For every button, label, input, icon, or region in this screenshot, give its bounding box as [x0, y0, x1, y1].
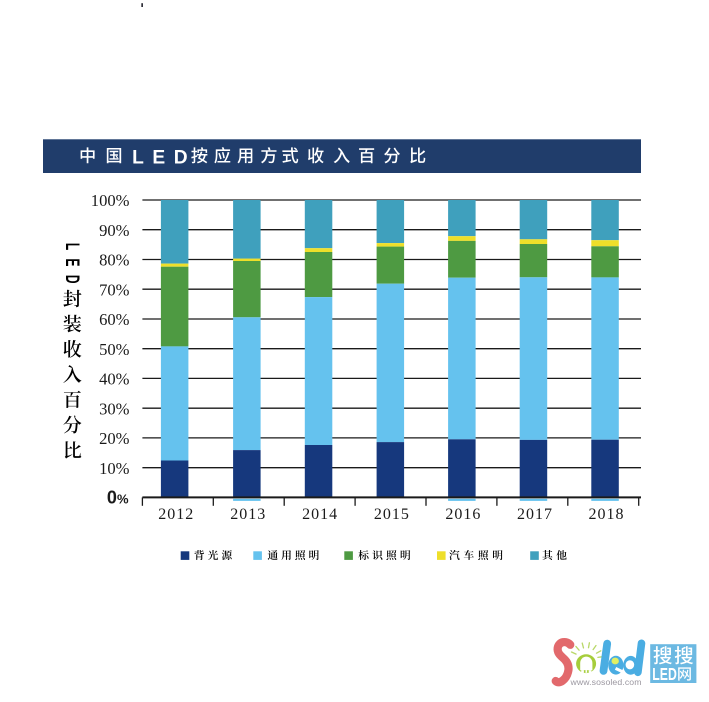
svg-text:2014: 2014 [302, 506, 338, 523]
svg-text:E: E [61, 258, 83, 266]
svg-text:2016: 2016 [445, 506, 481, 523]
svg-text:LED: LED [652, 664, 677, 684]
svg-text:D: D [61, 275, 83, 284]
svg-text:www.sosoled.com: www.sosoled.com [570, 677, 642, 687]
svg-text:60%: 60% [99, 310, 130, 329]
svg-text:50%: 50% [99, 340, 130, 359]
svg-text:90%: 90% [99, 221, 130, 240]
svg-text:30%: 30% [99, 399, 130, 418]
svg-text:2018: 2018 [589, 506, 625, 523]
svg-text:2013: 2013 [230, 506, 266, 523]
svg-text:20%: 20% [99, 429, 130, 448]
svg-text:40%: 40% [99, 370, 130, 389]
svg-text:100%: 100% [91, 191, 130, 210]
svg-text:70%: 70% [99, 280, 130, 299]
svg-text:2017: 2017 [517, 506, 553, 523]
svg-text:80%: 80% [99, 251, 130, 270]
svg-text:2015: 2015 [374, 506, 410, 523]
svg-text:2012: 2012 [158, 506, 194, 523]
svg-text:0%: 0% [107, 488, 129, 508]
svg-text:LED: LED [132, 148, 196, 169]
svg-text:10%: 10% [99, 459, 130, 478]
svg-text:L: L [61, 243, 83, 250]
